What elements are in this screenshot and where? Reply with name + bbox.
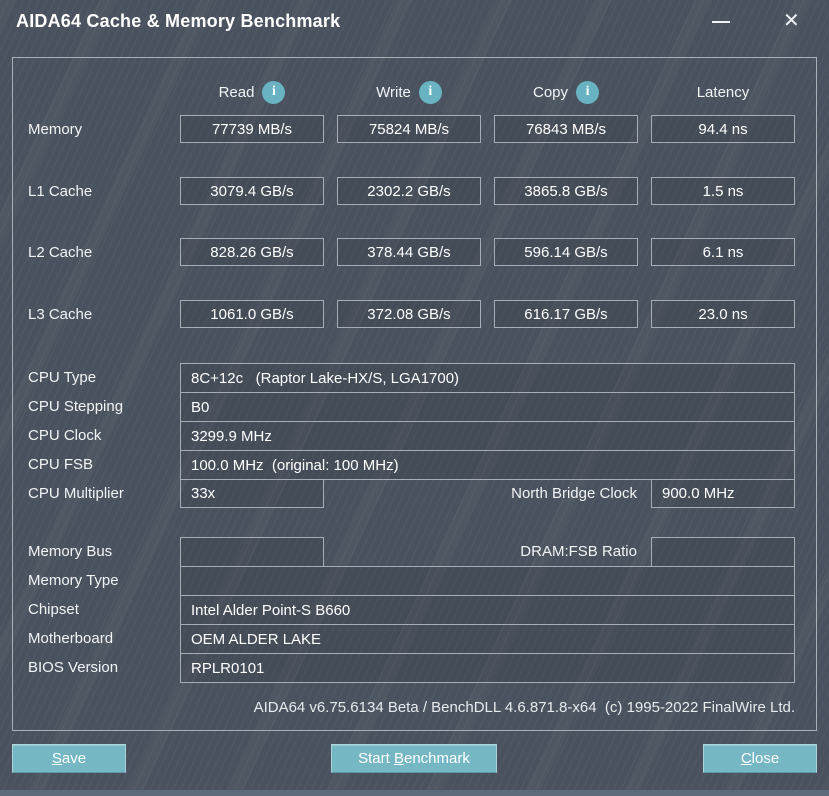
l3-write-value: 372.08 GB/s bbox=[337, 300, 481, 328]
memory-write-value: 75824 MB/s bbox=[337, 115, 481, 143]
copy-header-label: Copy bbox=[532, 83, 569, 101]
motherboard-value: OEM ALDER LAKE bbox=[180, 624, 795, 654]
l1-read-value: 3079.4 GB/s bbox=[180, 177, 324, 205]
l2-copy-value: 596.14 GB/s bbox=[494, 238, 638, 266]
l1-latency-value: 1.5 ns bbox=[651, 177, 795, 205]
benchmark-panel: Read i Write i Copy i Latency Memory 777… bbox=[12, 57, 817, 731]
l3-read-value: 1061.0 GB/s bbox=[180, 300, 324, 328]
start-benchmark-accel: B bbox=[393, 750, 404, 767]
column-header-copy: Copy i bbox=[494, 79, 638, 105]
dram-fsb-ratio-label: DRAM:FSB Ratio bbox=[520, 543, 637, 560]
row-label-memory: Memory bbox=[28, 121, 83, 138]
row-label-cpu-clock: CPU Clock bbox=[28, 427, 102, 444]
close-icon[interactable]: ✕ bbox=[783, 10, 800, 32]
close-button-accel: C bbox=[740, 750, 752, 767]
l1-copy-value: 3865.8 GB/s bbox=[494, 177, 638, 205]
row-label-bios-version: BIOS Version bbox=[28, 659, 119, 676]
row-label-memory-bus: Memory Bus bbox=[28, 543, 113, 560]
start-benchmark-pre: Start bbox=[358, 750, 394, 767]
l1-write-value: 2302.2 GB/s bbox=[337, 177, 481, 205]
version-text: AIDA64 v6.75.6134 Beta / BenchDLL 4.6.87… bbox=[253, 699, 795, 716]
row-label-cpu-type: CPU Type bbox=[28, 369, 97, 386]
row-label-chipset: Chipset bbox=[28, 601, 79, 618]
l3-copy-value: 616.17 GB/s bbox=[494, 300, 638, 328]
latency-header-label: Latency bbox=[696, 83, 750, 101]
column-header-read: Read i bbox=[180, 79, 324, 105]
chipset-value: Intel Alder Point-S B660 bbox=[180, 595, 795, 625]
copy-info-icon[interactable]: i bbox=[576, 80, 600, 104]
cpu-clock-value: 3299.9 MHz bbox=[180, 421, 795, 451]
row-label-l1-cache: L1 Cache bbox=[28, 183, 93, 200]
save-button-post: ave bbox=[61, 750, 87, 767]
read-info-icon[interactable]: i bbox=[262, 80, 286, 104]
close-button-post: lose bbox=[751, 750, 780, 767]
write-header-label: Write bbox=[376, 83, 411, 101]
cpu-type-value: 8C+12c (Raptor Lake-HX/S, LGA1700) bbox=[180, 363, 795, 393]
l2-latency-value: 6.1 ns bbox=[651, 238, 795, 266]
write-info-icon[interactable]: i bbox=[418, 80, 442, 104]
row-label-l3-cache: L3 Cache bbox=[28, 306, 93, 323]
memory-latency-value: 94.4 ns bbox=[651, 115, 795, 143]
bios-version-value: RPLR0101 bbox=[180, 653, 795, 683]
dram-fsb-ratio-value bbox=[651, 537, 795, 567]
window-bottom-edge bbox=[0, 790, 829, 796]
row-label-cpu-fsb: CPU FSB bbox=[28, 456, 94, 473]
minimize-icon[interactable] bbox=[712, 21, 730, 23]
memory-copy-value: 76843 MB/s bbox=[494, 115, 638, 143]
read-header-label: Read bbox=[218, 83, 255, 101]
row-label-memory-type: Memory Type bbox=[28, 572, 119, 589]
cpu-stepping-value: B0 bbox=[180, 392, 795, 422]
memory-read-value: 77739 MB/s bbox=[180, 115, 324, 143]
l3-latency-value: 23.0 ns bbox=[651, 300, 795, 328]
north-bridge-clock-label: North Bridge Clock bbox=[511, 485, 637, 502]
save-button-accel: S bbox=[51, 750, 62, 767]
north-bridge-clock-value: 900.0 MHz bbox=[651, 479, 795, 508]
l2-read-value: 828.26 GB/s bbox=[180, 238, 324, 266]
l2-write-value: 378.44 GB/s bbox=[337, 238, 481, 266]
column-header-write: Write i bbox=[337, 79, 481, 105]
window-title: AIDA64 Cache & Memory Benchmark bbox=[16, 11, 341, 31]
cpu-fsb-value: 100.0 MHz (original: 100 MHz) bbox=[180, 450, 795, 480]
row-label-l2-cache: L2 Cache bbox=[28, 244, 93, 261]
row-label-cpu-stepping: CPU Stepping bbox=[28, 398, 124, 415]
memory-bus-value bbox=[180, 537, 324, 567]
row-label-cpu-multiplier: CPU Multiplier bbox=[28, 485, 124, 502]
row-label-motherboard: Motherboard bbox=[28, 630, 114, 647]
cpu-multiplier-value: 33x bbox=[180, 479, 324, 508]
memory-type-value bbox=[180, 566, 795, 596]
column-header-latency: Latency bbox=[651, 79, 795, 105]
start-benchmark-post: enchmark bbox=[404, 750, 470, 767]
